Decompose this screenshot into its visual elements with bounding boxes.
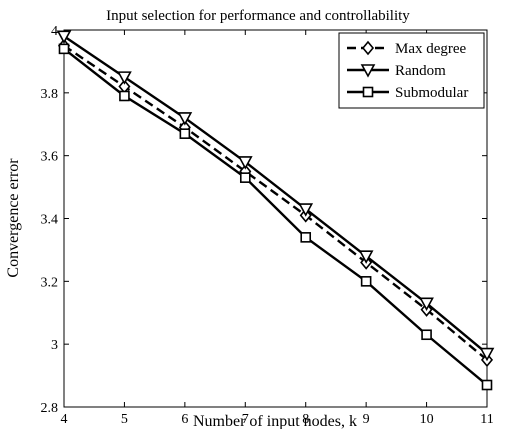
data-point-marker bbox=[358, 250, 374, 264]
series-layer bbox=[56, 30, 495, 391]
x-axis-label: Number of input nodes, k bbox=[193, 413, 357, 429]
legend-marker bbox=[361, 40, 375, 56]
legend-label: Max degree bbox=[395, 41, 467, 57]
data-point-marker bbox=[119, 90, 130, 102]
x-tick-label: 8 bbox=[302, 412, 309, 427]
y-tick-label: 3 bbox=[51, 338, 58, 353]
data-point-marker bbox=[237, 156, 253, 170]
y-tick-label: 3.6 bbox=[41, 150, 59, 165]
y-tick-label: 2.8 bbox=[41, 401, 59, 416]
x-tick-label: 4 bbox=[61, 412, 68, 427]
series-line bbox=[63, 35, 488, 355]
legend-label: Submodular bbox=[395, 85, 468, 101]
data-point-marker bbox=[479, 347, 495, 362]
data-point-marker bbox=[58, 43, 70, 55]
series-line bbox=[63, 47, 488, 386]
x-tick-label: 10 bbox=[420, 412, 434, 427]
legend-label: Random bbox=[395, 63, 446, 79]
data-point-marker bbox=[360, 276, 372, 287]
data-point-marker bbox=[177, 112, 193, 126]
series-line bbox=[63, 44, 488, 361]
data-point-marker bbox=[298, 203, 314, 217]
data-point-marker bbox=[421, 329, 432, 341]
legend-marker bbox=[360, 64, 376, 78]
x-tick-label: 7 bbox=[242, 412, 249, 427]
axis-ticks: 4 5 6 7 8 9 10 11 2.8 3 3.2 3.4 3.6 3.8 4 bbox=[41, 24, 494, 427]
data-point-marker bbox=[179, 128, 191, 139]
data-point-marker bbox=[300, 232, 312, 243]
x-tick-label: 6 bbox=[181, 412, 188, 427]
data-point-marker bbox=[481, 379, 493, 391]
x-tick-label: 9 bbox=[363, 412, 370, 427]
data-point-marker bbox=[419, 297, 434, 311]
y-tick-label: 3.2 bbox=[41, 275, 59, 290]
y-tick-label: 3.8 bbox=[41, 87, 59, 102]
x-tick-label: 5 bbox=[121, 412, 128, 427]
series-triangle-down bbox=[56, 30, 495, 362]
legend: Max degree Random Submodular bbox=[338, 32, 485, 109]
y-tick-label: 3.4 bbox=[41, 213, 59, 228]
series-square bbox=[58, 43, 493, 391]
y-axis-label: Convergence error bbox=[5, 158, 22, 278]
data-point-marker bbox=[117, 71, 132, 85]
chart-title: Input selection for performance and cont… bbox=[106, 8, 410, 24]
data-point-marker bbox=[56, 30, 72, 44]
legend-marker bbox=[362, 86, 374, 98]
y-tick-label: 4 bbox=[51, 24, 58, 39]
x-tick-label: 11 bbox=[480, 412, 493, 427]
data-point-marker bbox=[239, 172, 251, 183]
